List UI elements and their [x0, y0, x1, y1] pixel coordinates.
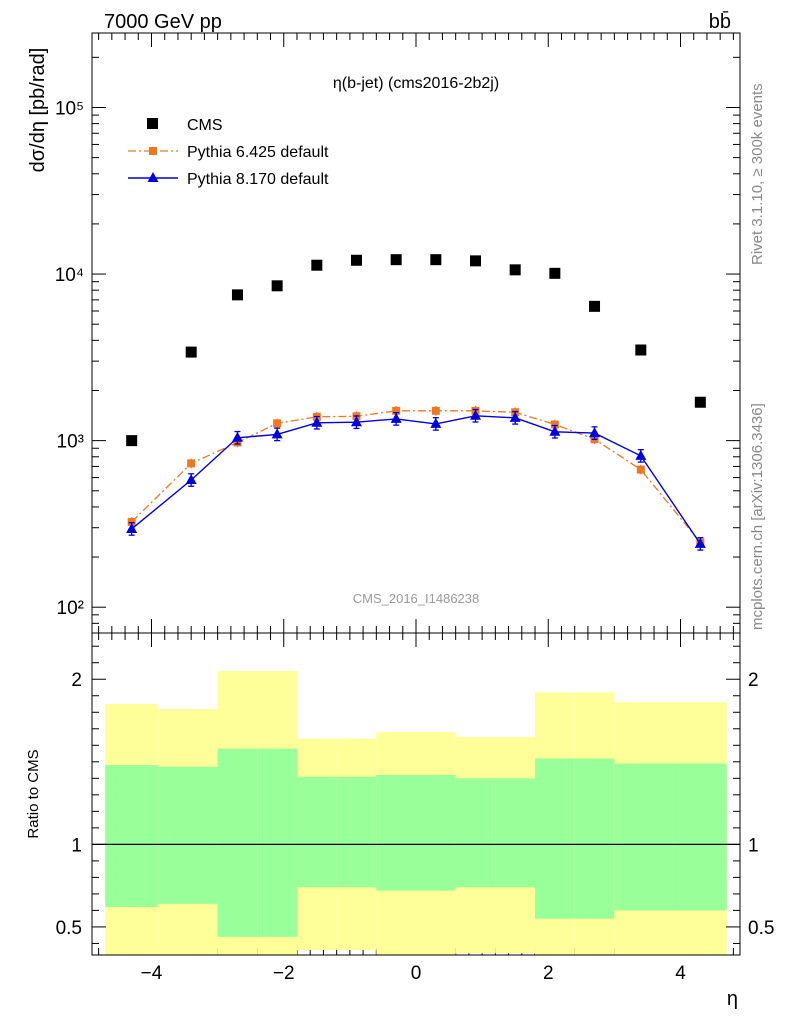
x-axis-label: η — [727, 988, 738, 1010]
ratio-y-tick-label-right: 2 — [748, 670, 759, 691]
ratio-inner-band — [257, 748, 297, 937]
ratio-y-tick-label-left: 2 — [71, 670, 82, 691]
ratio-inner-band — [574, 758, 615, 919]
mcplots-label: mcplots.cern.ch [arXiv:1306.3436] — [749, 403, 766, 630]
ratio-inner-band — [158, 766, 218, 904]
legend-label: Pythia 8.170 default — [187, 171, 329, 188]
cms-data-point — [470, 255, 482, 267]
cms-data-point — [430, 254, 442, 266]
ratio-y-axis-label: Ratio to CMS — [25, 749, 42, 838]
cms-data-point — [271, 280, 283, 292]
pythia6-point — [187, 459, 196, 468]
pythia6-point — [431, 406, 440, 415]
x-tick-label: 4 — [675, 963, 686, 984]
ratio-panel: 0.5 0.5 1 1 2 2 −4 −2 0 2 4 Ratio to CMS η — [25, 632, 774, 1010]
y-tick-label: 10⁵ — [55, 98, 84, 119]
ratio-inner-band — [416, 775, 456, 891]
x-tick-label: 2 — [543, 963, 554, 984]
pythia6-point — [273, 419, 282, 428]
energy-label: 7000 GeV pp — [104, 11, 222, 33]
pythia8-point — [271, 428, 283, 439]
ratio-axis-ticks: 0.5 0.5 1 1 2 2 −4 −2 0 2 4 — [56, 645, 774, 984]
y-tick-label: 10³ — [57, 432, 84, 453]
pythia6-line — [131, 410, 701, 543]
y-tick-label: 10⁴ — [55, 265, 84, 286]
pythia8-point — [509, 411, 521, 422]
legend-label: Pythia 6.425 default — [187, 144, 329, 161]
ratio-y-tick-label-left: 0.5 — [56, 918, 82, 939]
x-tick-label: 0 — [411, 963, 422, 984]
y-axis-label: dσ/dη [pb/rad] — [27, 48, 49, 173]
ratio-inner-band — [495, 778, 536, 888]
ratio-inner-band — [217, 748, 258, 937]
ratio-inner-band — [376, 775, 416, 891]
ratio-inner-band — [614, 763, 674, 911]
legend: CMS Pythia 6.425 default Pythia 8.170 defa… — [128, 117, 329, 188]
pythia8-point — [350, 416, 362, 427]
pythia8-point — [390, 412, 402, 423]
ratio-inner-band — [455, 778, 496, 888]
process-label: bb̄ — [709, 10, 731, 33]
x-tick-label: −4 — [141, 963, 163, 984]
x-tick-label: −2 — [273, 963, 295, 984]
ratio-inner-band — [296, 776, 337, 888]
pythia8-point — [635, 449, 647, 460]
pythia8-point — [549, 425, 561, 436]
ratio-inner-band — [105, 765, 159, 908]
rivet-label: Rivet 3.1.10, ≥ 300k events — [749, 83, 766, 265]
ratio-y-tick-label-right: 1 — [748, 835, 759, 856]
cms-data-point — [390, 254, 402, 266]
ratio-frame — [91, 632, 741, 956]
ratio-inner-band — [336, 776, 377, 888]
pythia8-line — [131, 415, 701, 545]
ratio-inner-band — [673, 763, 727, 911]
ratio-inner-band — [535, 758, 575, 919]
legend-label: CMS — [187, 117, 223, 134]
pythia8-point — [231, 431, 243, 442]
pythia8-point — [430, 417, 442, 428]
legend-pythia8-marker — [147, 172, 159, 182]
pythia8-point — [185, 474, 197, 485]
pythia6-point — [636, 465, 645, 474]
cms-data-point — [694, 396, 706, 408]
pythia6-point — [550, 420, 559, 429]
plot-title: η(b-jet) (cms2016-2b2j) — [333, 75, 499, 92]
cms-data-point — [509, 264, 521, 276]
ratio-bands — [92, 670, 740, 955]
pythia8-point — [694, 537, 706, 548]
main-panel: 10² 10³ 10⁴ 10⁵ η(b-jet) (cms2016-2b2j) CMS… — [27, 32, 741, 955]
y-tick-label: 10² — [57, 598, 84, 619]
legend-cms-marker — [147, 118, 158, 129]
ratio-y-tick-label-left: 1 — [71, 835, 82, 856]
pythia6-point — [392, 406, 401, 415]
pythia8-point — [311, 416, 323, 427]
cms-data-point — [231, 289, 243, 301]
legend-pythia6-marker — [149, 147, 157, 155]
pythia8-point — [126, 522, 138, 533]
cms-data-point — [635, 344, 647, 356]
pythia8-point — [470, 409, 482, 420]
watermark-label: CMS_2016_I1486238 — [353, 591, 480, 606]
cms-data-point — [589, 300, 601, 312]
cms-data-point — [350, 254, 362, 266]
cms-data-point — [126, 435, 138, 447]
pythia6-point — [127, 517, 136, 526]
cms-data-point — [311, 259, 323, 271]
cms-data-point — [549, 267, 561, 279]
pythia8-point — [589, 427, 601, 438]
cms-data-point — [185, 346, 197, 358]
ratio-y-tick-label-right: 0.5 — [748, 918, 774, 939]
main-series — [126, 254, 706, 551]
